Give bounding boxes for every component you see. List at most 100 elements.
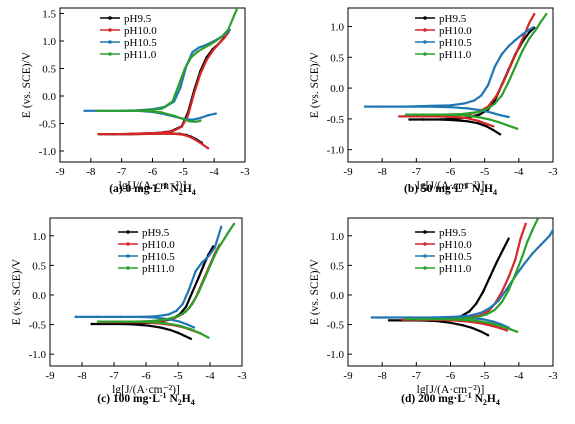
data-point-pH11.0 [151, 319, 154, 323]
data-point-pH10.5 [473, 99, 476, 102]
legend-marker-pH11.0 [126, 266, 130, 270]
y-axis-title: E (vs. SCE)/V [21, 51, 33, 118]
data-point-pH11.0 [216, 247, 220, 250]
data-point-pH10.0 [171, 130, 174, 133]
data-point-pH11.0 [539, 20, 543, 23]
data-point-pH9.5 [202, 264, 205, 267]
data-point-pH10.0 [495, 94, 498, 97]
data-point-pH10.5 [486, 83, 490, 87]
data-point-pH11.0 [189, 56, 193, 59]
data-point-pH11.0 [202, 46, 205, 50]
x-tick-label: -5 [173, 370, 183, 382]
data-point-pH9.5 [485, 125, 488, 128]
data-point-pH11.0 [210, 261, 213, 264]
data-point-pH10.5 [207, 255, 210, 258]
data-point-pH10.0 [199, 72, 202, 76]
data-point-pH11.0 [507, 80, 510, 84]
data-point-pH11.0 [531, 228, 534, 232]
series-line-pH10.5 [74, 225, 223, 329]
data-point-pH10.0 [492, 125, 495, 128]
series-group [74, 222, 236, 340]
data-point-pH9.5 [480, 330, 483, 333]
x-tick-label: -9 [45, 370, 55, 382]
data-point-pH11.0 [135, 320, 138, 323]
data-point-pH10.5 [521, 33, 524, 36]
x-axis-title: lg[J/(A·cm⁻²)] [119, 180, 187, 192]
legend-marker-pH9.5 [108, 16, 112, 20]
data-point-pH10.0 [199, 141, 202, 144]
data-point-pH11.0 [515, 330, 519, 333]
y-tick-label: -1.0 [29, 349, 47, 361]
data-point-pH10.5 [452, 315, 456, 319]
data-point-pH11.0 [165, 322, 168, 325]
data-point-pH10.5 [492, 320, 495, 323]
y-tick-label: 0.5 [330, 52, 344, 64]
data-point-pH11.0 [500, 94, 503, 97]
data-point-pH11.0 [189, 328, 192, 331]
legend-label: pH10.5 [439, 37, 472, 49]
x-tick-label: -8 [77, 370, 87, 382]
legend-marker-pH11.0 [423, 266, 427, 270]
data-point-pH11.0 [476, 115, 480, 119]
data-point-pH11.0 [208, 43, 211, 47]
chart-panel-2: -9 -8 -7 -6 -5 -4 -3 -1.0 -0.5 0.0 0.5 1.0 lg[J/(A·c… [11, 217, 247, 407]
data-point-pH11.0 [461, 317, 464, 320]
data-point-pH10.0 [398, 115, 401, 118]
data-point-pH9.5 [495, 261, 498, 264]
data-point-pH11.0 [223, 237, 226, 240]
data-point-pH9.5 [148, 324, 151, 327]
data-point-pH10.5 [404, 105, 408, 108]
data-point-pH9.5 [476, 121, 480, 125]
x-tick-label: -4 [205, 370, 215, 382]
panel-caption: (a) 0 mg·L-1 N2H4 [109, 181, 196, 197]
legend-label: pH9.5 [124, 13, 152, 25]
data-point-pH11.0 [526, 240, 529, 243]
data-point-pH9.5 [488, 276, 491, 279]
data-point-pH9.5 [449, 321, 452, 324]
data-point-pH10.5 [554, 226, 556, 228]
y-tick-label: -0.5 [327, 114, 345, 126]
data-point-pH10.5 [531, 26, 534, 29]
data-point-pH10.0 [533, 12, 536, 16]
data-point-pH10.5 [526, 29, 529, 32]
data-point-pH10.0 [500, 290, 503, 294]
data-point-pH10.5 [480, 94, 483, 97]
data-point-pH10.5 [462, 102, 466, 105]
data-point-pH11.0 [199, 119, 202, 122]
x-tick-label: -3 [548, 370, 558, 382]
series-line-pH11.0 [405, 218, 539, 333]
chart-panel-0: -9 -8 -7 -6 -5 -4 -3 -1.0 -0.5 0.0 0.5 1.0 1.5 lg[J/(… [21, 7, 250, 197]
data-point-pH11.0 [165, 318, 168, 321]
x-tick-label: -4 [514, 370, 524, 382]
x-tick-label: -9 [343, 166, 353, 178]
data-point-pH10.5 [370, 316, 374, 319]
series-group [370, 218, 556, 337]
data-point-pH10.0 [505, 329, 509, 332]
data-point-pH9.5 [468, 310, 471, 313]
data-point-pH11.0 [231, 17, 234, 21]
data-point-pH11.0 [498, 121, 502, 124]
data-point-pH9.5 [176, 331, 180, 335]
data-point-pH11.0 [442, 113, 445, 116]
data-point-pH10.5 [490, 111, 493, 114]
data-point-pH9.5 [533, 26, 536, 29]
data-point-pH11.0 [111, 109, 114, 113]
data-point-pH11.0 [177, 83, 180, 87]
y-tick-label: 1.0 [42, 36, 56, 48]
x-axis-title: lg[J/(A·cm⁻²)] [417, 384, 485, 396]
x-tick-label: -3 [548, 166, 558, 178]
data-point-pH10.0 [524, 222, 527, 226]
series-line-pH10.0 [97, 28, 231, 150]
legend-label: pH10.0 [439, 25, 472, 37]
data-point-pH11.0 [500, 325, 503, 328]
data-point-pH10.0 [159, 131, 162, 135]
data-point-pH10.0 [476, 119, 480, 122]
legend-label: pH10.5 [124, 37, 157, 49]
legend-marker-pH10.5 [108, 40, 112, 44]
data-point-pH11.0 [527, 37, 531, 40]
y-tick-label: 0.0 [330, 290, 344, 302]
data-point-pH11.0 [184, 310, 188, 313]
x-tick-label: -7 [117, 166, 127, 178]
